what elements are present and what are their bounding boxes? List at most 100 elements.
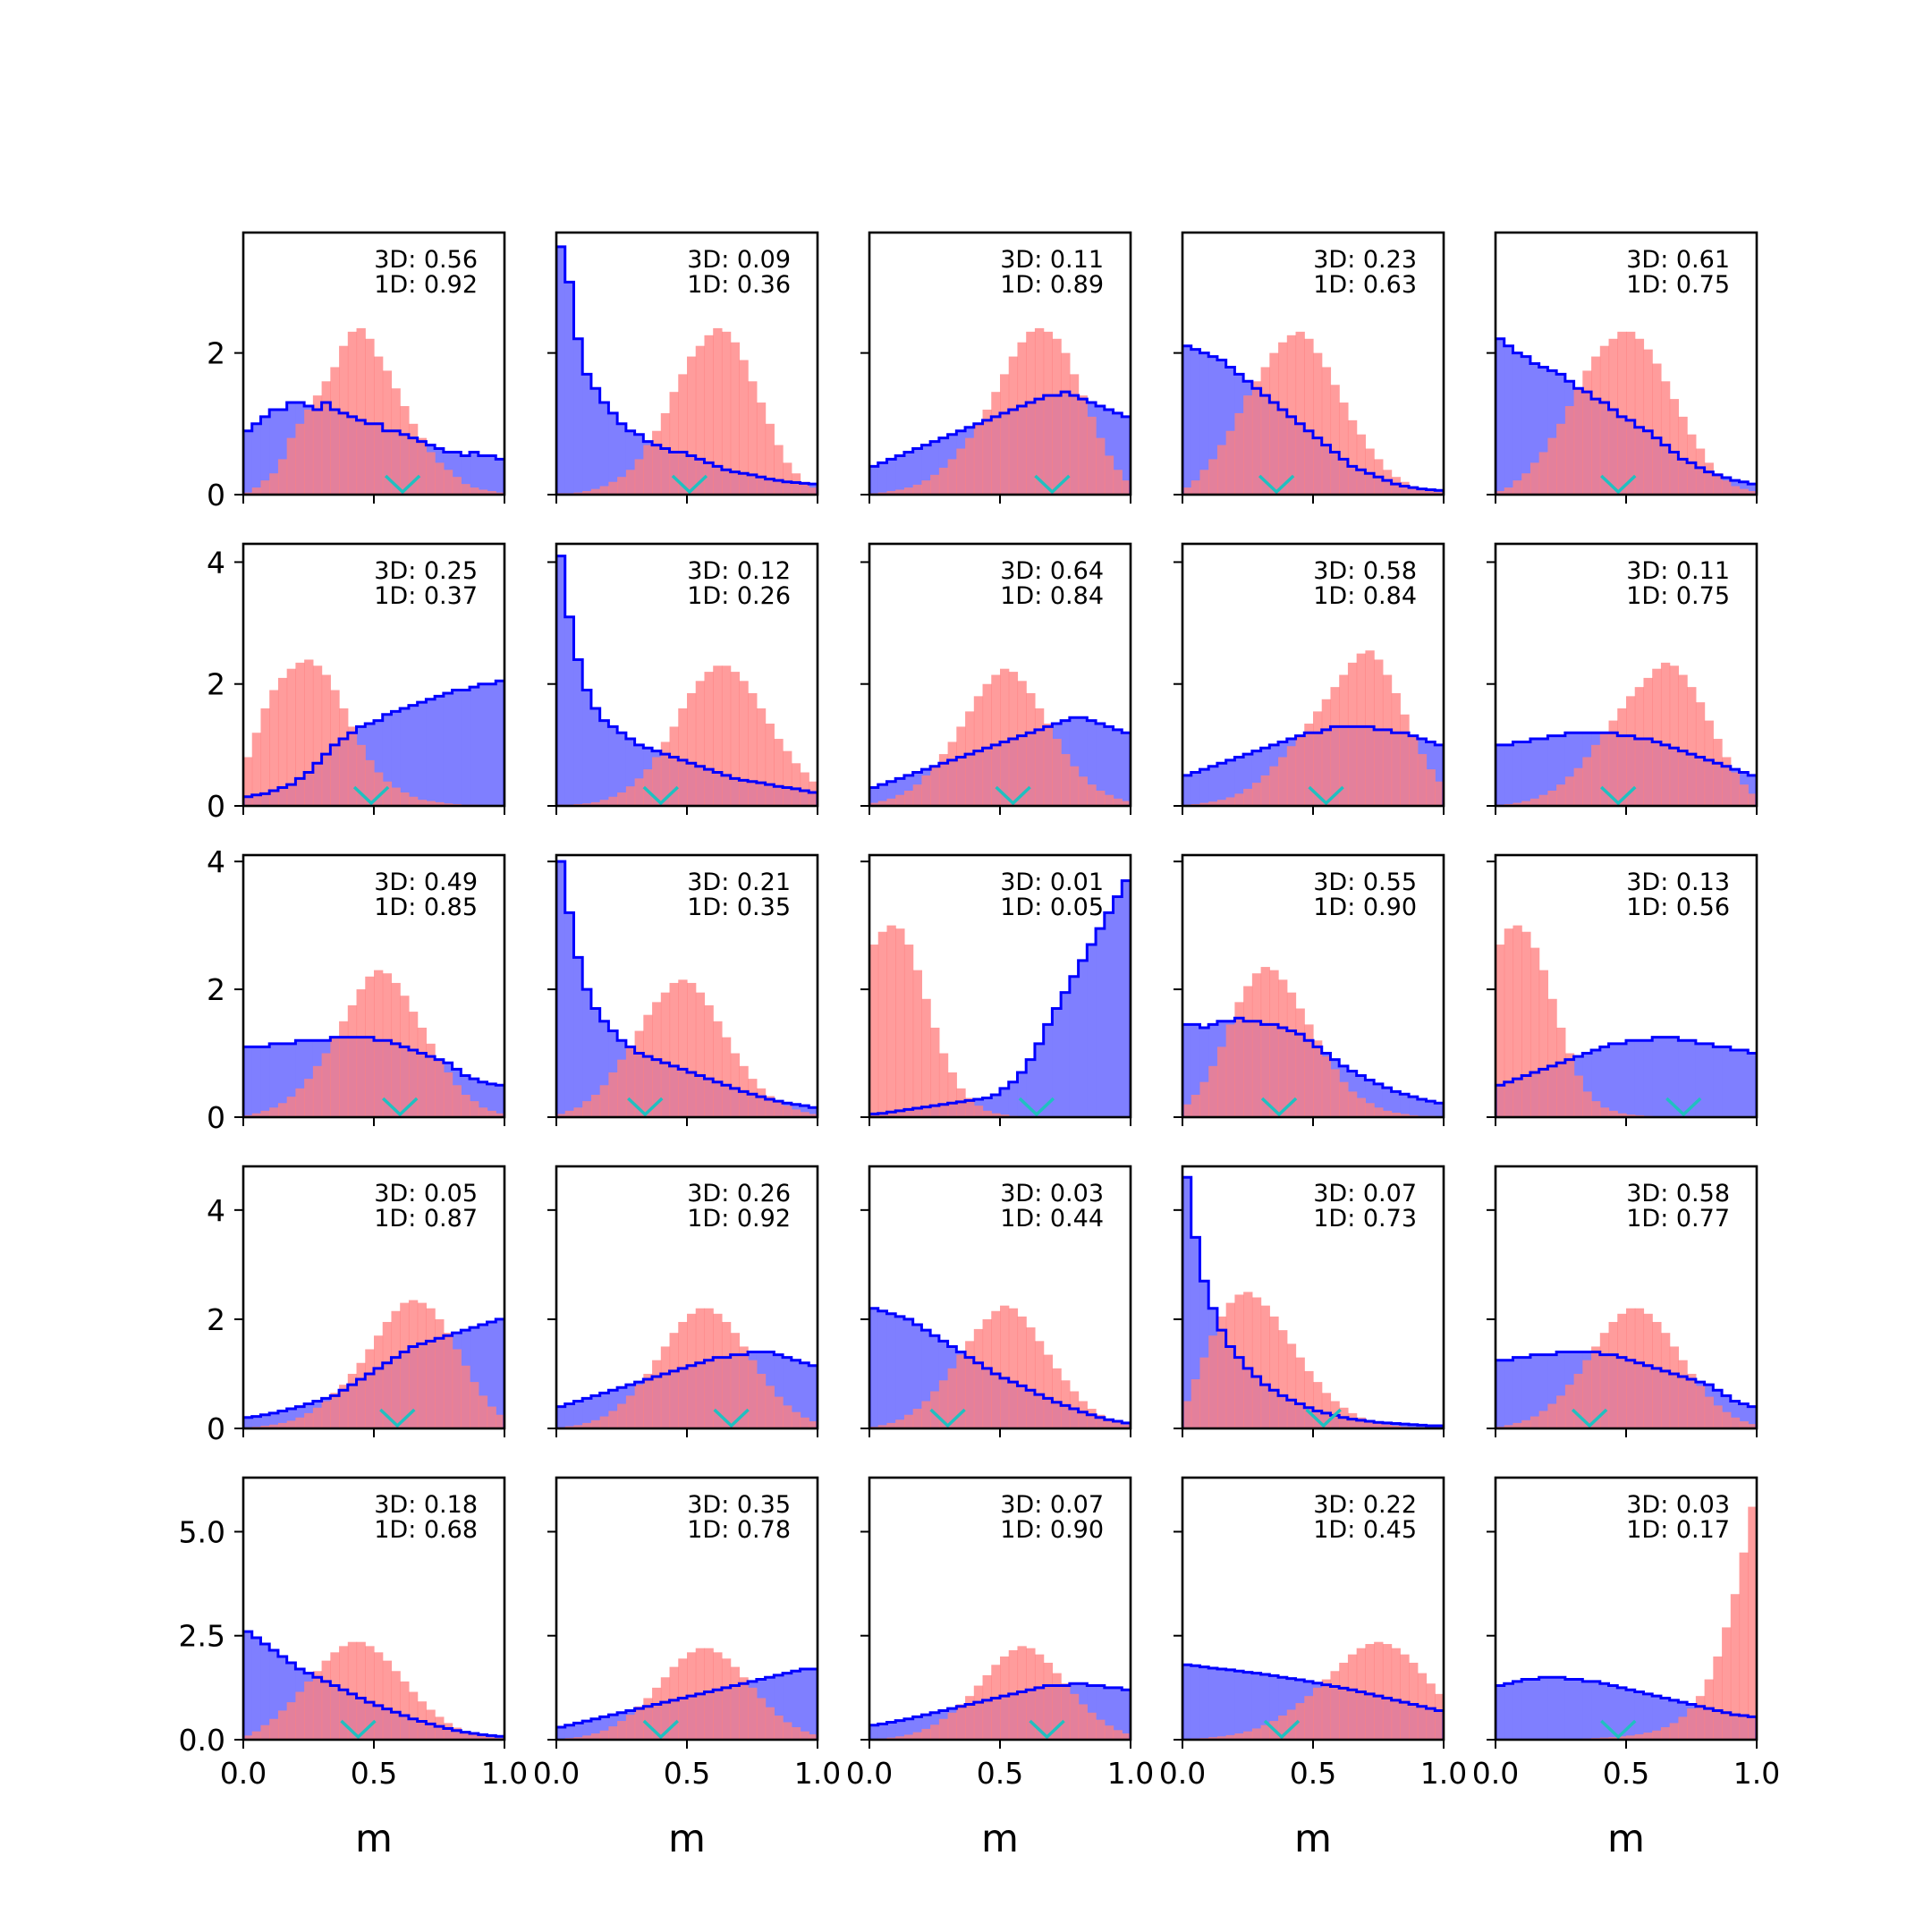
red-bar — [947, 741, 957, 806]
red-bar — [1521, 931, 1531, 1117]
red-bar — [669, 982, 679, 1117]
blue-bar — [1251, 1673, 1262, 1740]
blue-step-line — [1182, 1663, 1444, 1740]
blue-bar — [564, 616, 575, 806]
annotation-3d: 3D: 0.07 — [1000, 1491, 1104, 1519]
red-bar — [1313, 711, 1323, 806]
annotation-1d: 1D: 0.63 — [1313, 271, 1417, 299]
blue-bar — [243, 1046, 253, 1117]
blue-bar — [487, 683, 496, 806]
blue-bar — [1417, 1098, 1428, 1117]
red-bar — [487, 491, 496, 495]
blue-bar — [1104, 912, 1114, 1117]
red-bar — [295, 1417, 305, 1428]
blue-bar — [783, 1357, 792, 1428]
blue-bar — [573, 338, 583, 495]
red-bar — [1426, 769, 1436, 806]
red-bar — [1339, 402, 1349, 495]
red-bar — [590, 801, 601, 806]
blue-bar — [1225, 367, 1235, 495]
red-bar — [765, 423, 775, 495]
red-bar — [1400, 1114, 1410, 1117]
red-bar — [1374, 659, 1384, 806]
annotation-1d: 1D: 0.75 — [1626, 271, 1730, 299]
blue-bar — [573, 659, 583, 806]
annotation-3d: 3D: 0.01 — [1000, 869, 1104, 896]
blue-bar — [1208, 356, 1218, 495]
red-bar — [756, 402, 767, 495]
red-bar — [1608, 1737, 1618, 1740]
v-marker — [642, 1719, 680, 1740]
red-bar — [1599, 1333, 1610, 1428]
blue-bar — [1008, 1081, 1019, 1117]
red-bar — [347, 1373, 358, 1428]
red-bar — [1374, 1422, 1384, 1428]
v-marker — [1600, 785, 1637, 806]
red-bar — [704, 335, 714, 495]
red-bar — [774, 445, 784, 495]
red-bar — [590, 1094, 601, 1117]
v-marker — [642, 785, 680, 806]
blue-bar — [1530, 363, 1540, 495]
red-bar — [573, 1425, 583, 1428]
panel-plot-area — [869, 1646, 1131, 1740]
red-bar — [1687, 1373, 1697, 1428]
red-bar — [1704, 1396, 1714, 1428]
x-tick-label: 0.5 — [977, 1756, 1023, 1791]
blue-bar — [1513, 1357, 1522, 1428]
red-bar — [1617, 331, 1627, 495]
red-bar — [625, 1395, 636, 1428]
blue-bar — [1643, 1693, 1653, 1740]
blue-bar — [1695, 1043, 1706, 1117]
red-bar — [260, 480, 270, 495]
blue-bar — [1687, 1040, 1697, 1117]
blue-bar — [869, 787, 879, 806]
red-bar — [1096, 1719, 1106, 1740]
red-bar — [617, 1721, 627, 1740]
red-bar — [295, 1691, 305, 1740]
blue-step-line — [243, 1036, 504, 1117]
red-bar — [1243, 986, 1253, 1117]
red-bar — [903, 1414, 914, 1428]
blue-bar — [912, 1716, 922, 1740]
red-bar — [1260, 367, 1270, 495]
red-bar — [748, 692, 758, 806]
red-bar — [1591, 744, 1601, 806]
red-bar — [391, 388, 401, 495]
red-bar — [304, 1681, 314, 1740]
red-bar — [461, 1731, 470, 1740]
red-bar — [1739, 784, 1749, 806]
red-bar — [930, 1391, 940, 1428]
blue-bar — [573, 957, 583, 1117]
blue-bar — [1113, 1687, 1123, 1740]
red-bar — [1182, 487, 1192, 495]
red-bar — [1191, 1379, 1201, 1428]
red-bar — [1313, 1382, 1323, 1428]
blue-bar — [426, 699, 436, 806]
blue-bar — [1278, 1677, 1288, 1740]
y-tick-label: 0 — [207, 1411, 225, 1446]
red-bar — [1278, 1716, 1288, 1740]
red-bar — [669, 726, 679, 806]
red-bar — [930, 1724, 940, 1740]
red-bar — [947, 1072, 957, 1117]
panel-plot-area — [243, 659, 504, 806]
red-bar — [347, 331, 358, 495]
red-bar — [1513, 480, 1522, 495]
red-bar — [1286, 746, 1297, 806]
red-bar — [408, 1691, 419, 1740]
red-bar — [1582, 370, 1592, 495]
blue-bar — [1034, 1043, 1045, 1117]
red-bar — [1330, 1671, 1340, 1740]
red-bar — [695, 345, 706, 495]
annotation-1d: 1D: 0.26 — [687, 582, 791, 610]
blue-bar — [1182, 1024, 1192, 1117]
red-bar — [1374, 1641, 1384, 1740]
red-bar — [713, 1652, 723, 1740]
red-bar — [774, 1716, 784, 1740]
blue-bar — [625, 430, 636, 495]
red-bar — [1591, 1101, 1601, 1117]
